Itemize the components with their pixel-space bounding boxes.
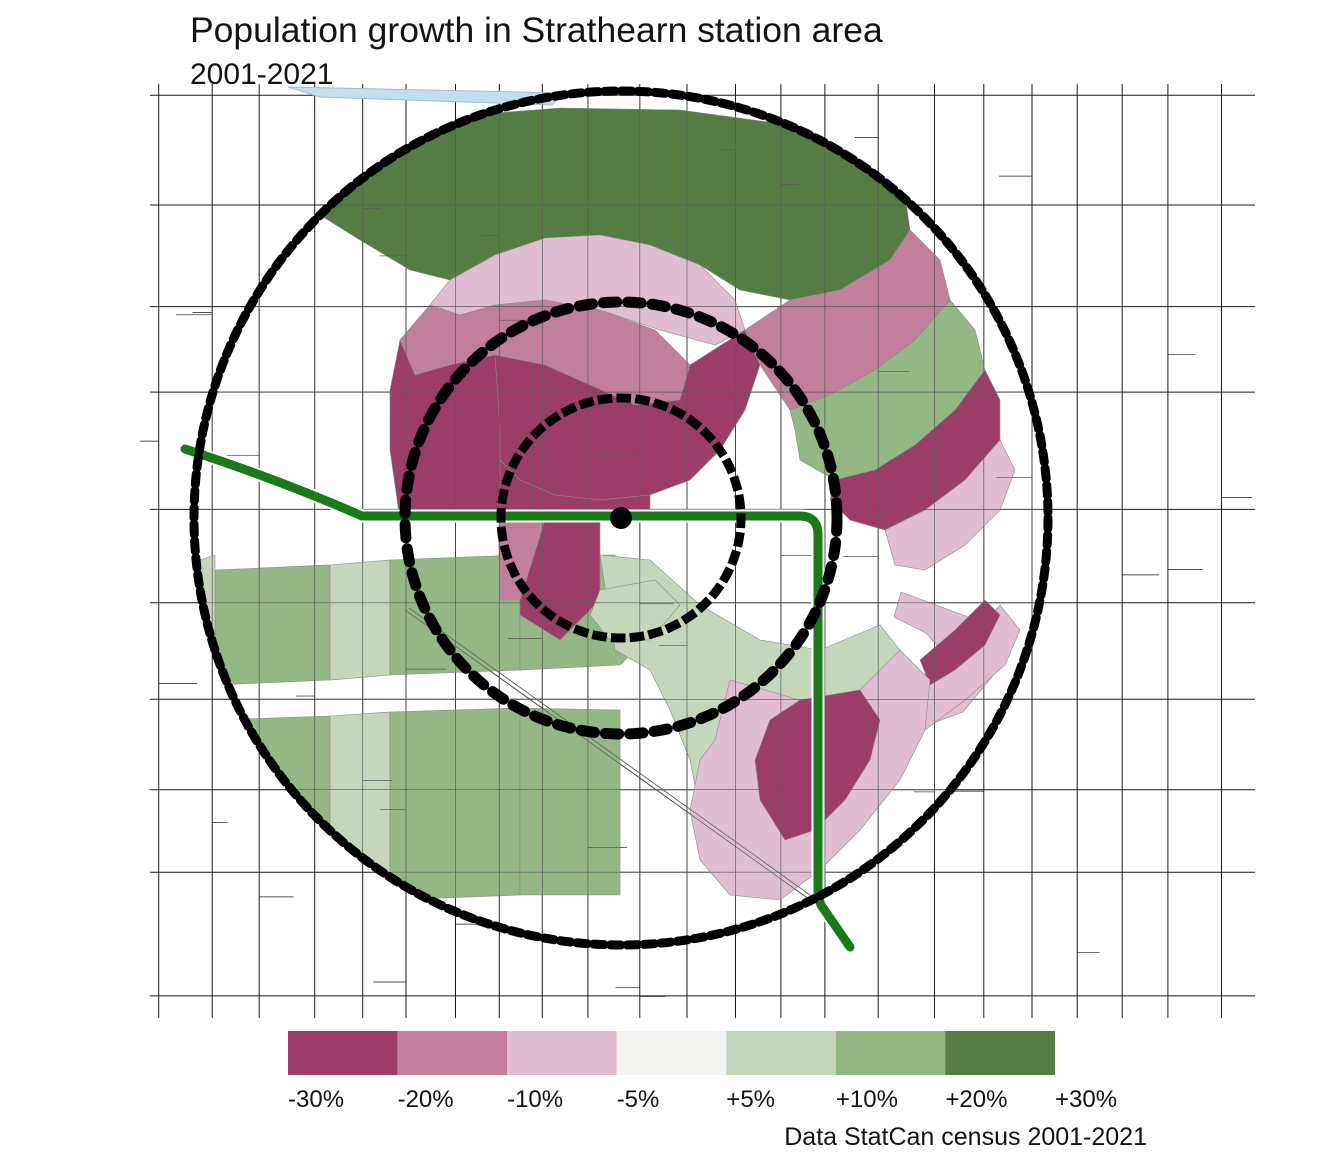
svg-text:+5%: +5% — [726, 1086, 775, 1113]
svg-text:+30%: +30% — [1055, 1086, 1117, 1113]
svg-text:Data StatCan census 2001-2021: Data StatCan census 2001-2021 — [784, 1123, 1147, 1151]
svg-text:-10%: -10% — [507, 1086, 563, 1113]
svg-text:+20%: +20% — [945, 1086, 1007, 1113]
svg-text:-30%: -30% — [288, 1086, 344, 1113]
svg-text:-20%: -20% — [398, 1086, 454, 1113]
svg-text:-5%: -5% — [617, 1086, 660, 1113]
svg-text:+10%: +10% — [836, 1086, 898, 1113]
